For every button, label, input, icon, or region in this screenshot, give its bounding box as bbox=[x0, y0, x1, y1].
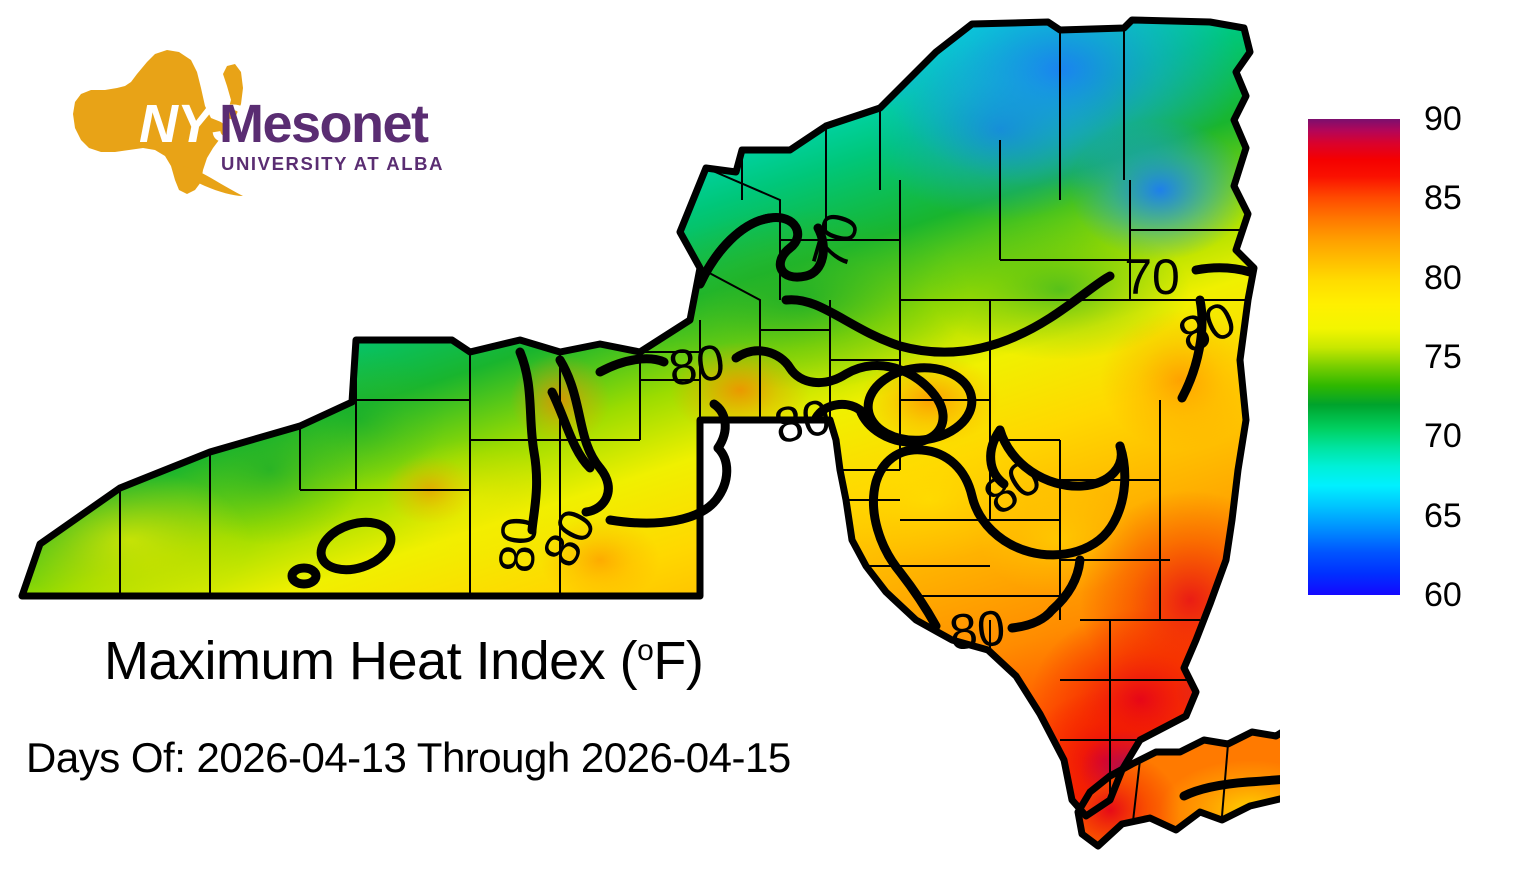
contour-80-closed-3 bbox=[287, 563, 321, 589]
contour-80-i bbox=[1177, 295, 1207, 403]
contour-70-mid bbox=[781, 271, 1115, 357]
contour-70-link bbox=[695, 213, 775, 289]
contour-80-g bbox=[605, 443, 732, 528]
contour-80-li bbox=[1179, 775, 1280, 801]
map-svg: 70 70 80 80 80 80 80 80 80 bbox=[18, 16, 1280, 850]
contour-80-n bbox=[1047, 555, 1085, 615]
page-title-suffix: F) bbox=[653, 631, 704, 691]
contour-80-f bbox=[547, 387, 595, 473]
contour-80-closed-1 bbox=[863, 363, 977, 445]
colorbar-tick-60: 60 bbox=[1424, 576, 1462, 614]
long-island-outline bbox=[1074, 728, 1280, 850]
colorbar-tick-90: 90 bbox=[1424, 100, 1462, 138]
page-title-prefix: Maximum Heat Index ( bbox=[104, 631, 638, 691]
colorbar-tick-70: 70 bbox=[1424, 417, 1462, 455]
contour-80-h bbox=[709, 399, 730, 453]
long-island-logo-icon bbox=[183, 166, 243, 196]
logo-nys-text: NYS bbox=[139, 94, 248, 154]
contour-80-closed-2 bbox=[316, 517, 396, 575]
contour-label-70-east: 70 bbox=[1124, 249, 1180, 305]
nys-mesonet-logo: NYS Mesonet UNIVERSITY AT ALBANY bbox=[55, 48, 445, 203]
contour-80-l bbox=[869, 441, 1130, 631]
colorbar-gradient bbox=[1308, 119, 1400, 595]
contour-80-j bbox=[995, 425, 1126, 491]
colorbar-tick-65: 65 bbox=[1424, 497, 1462, 535]
contour-label-80-b: 80 bbox=[769, 388, 835, 454]
heat-index-map: 70 70 80 80 80 80 80 80 80 bbox=[18, 16, 1280, 850]
logo-subtitle-text: UNIVERSITY AT ALBANY bbox=[221, 153, 445, 174]
date-range-subtitle: Days Of: 2026-04-13 Through 2026-04-15 bbox=[26, 734, 791, 781]
contour-label-80-a: 80 bbox=[665, 334, 728, 397]
logo-mesonet-text: Mesonet bbox=[219, 94, 429, 154]
new-york-state-outline-icon bbox=[73, 50, 243, 194]
state-outline bbox=[18, 16, 1258, 820]
contour-lines bbox=[287, 213, 1280, 801]
colorbar-tick-80: 80 bbox=[1424, 259, 1462, 297]
colorbar bbox=[1308, 119, 1400, 595]
contour-80-d bbox=[515, 347, 542, 535]
contour-80-e bbox=[555, 355, 613, 517]
colorbar-tick-85: 85 bbox=[1424, 179, 1462, 217]
colorbar-tick-75: 75 bbox=[1424, 338, 1462, 376]
page-title: Maximum Heat Index (oF) bbox=[104, 631, 704, 691]
contour-70-east bbox=[1191, 263, 1255, 277]
contour-80-c bbox=[811, 399, 865, 423]
degree-symbol: o bbox=[637, 634, 654, 667]
colorbar-tick-labels: 90 85 80 75 70 65 60 bbox=[1424, 102, 1514, 612]
contour-80-k bbox=[986, 425, 1009, 489]
logo-svg: NYS Mesonet UNIVERSITY AT ALBANY bbox=[73, 50, 445, 196]
contour-label-80-e: 80 bbox=[947, 599, 1008, 661]
contour-80-a bbox=[595, 354, 669, 377]
contour-label-80-f: 80 bbox=[488, 515, 548, 574]
